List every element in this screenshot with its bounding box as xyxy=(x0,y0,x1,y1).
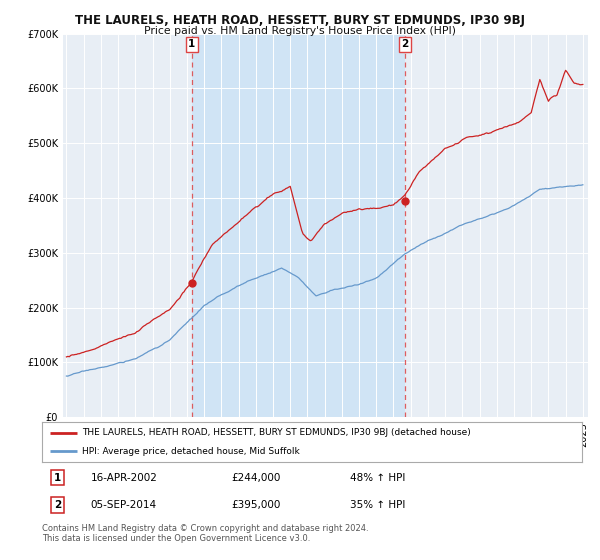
Text: Contains HM Land Registry data © Crown copyright and database right 2024.
This d: Contains HM Land Registry data © Crown c… xyxy=(42,524,368,543)
Text: £244,000: £244,000 xyxy=(231,473,280,483)
Text: 35% ↑ HPI: 35% ↑ HPI xyxy=(350,500,405,510)
Bar xyxy=(192,34,405,417)
Text: £395,000: £395,000 xyxy=(231,500,280,510)
Point xyxy=(187,279,197,288)
Text: 2: 2 xyxy=(54,500,61,510)
Point xyxy=(400,196,410,205)
Text: 1: 1 xyxy=(188,39,196,49)
Text: 1: 1 xyxy=(54,473,61,483)
Text: Price paid vs. HM Land Registry's House Price Index (HPI): Price paid vs. HM Land Registry's House … xyxy=(144,26,456,36)
Text: THE LAURELS, HEATH ROAD, HESSETT, BURY ST EDMUNDS, IP30 9BJ: THE LAURELS, HEATH ROAD, HESSETT, BURY S… xyxy=(75,14,525,27)
Text: 05-SEP-2014: 05-SEP-2014 xyxy=(91,500,157,510)
Text: 2: 2 xyxy=(401,39,409,49)
Text: HPI: Average price, detached house, Mid Suffolk: HPI: Average price, detached house, Mid … xyxy=(83,447,300,456)
Text: THE LAURELS, HEATH ROAD, HESSETT, BURY ST EDMUNDS, IP30 9BJ (detached house): THE LAURELS, HEATH ROAD, HESSETT, BURY S… xyxy=(83,428,471,437)
Text: 16-APR-2002: 16-APR-2002 xyxy=(91,473,157,483)
Text: 48% ↑ HPI: 48% ↑ HPI xyxy=(350,473,405,483)
